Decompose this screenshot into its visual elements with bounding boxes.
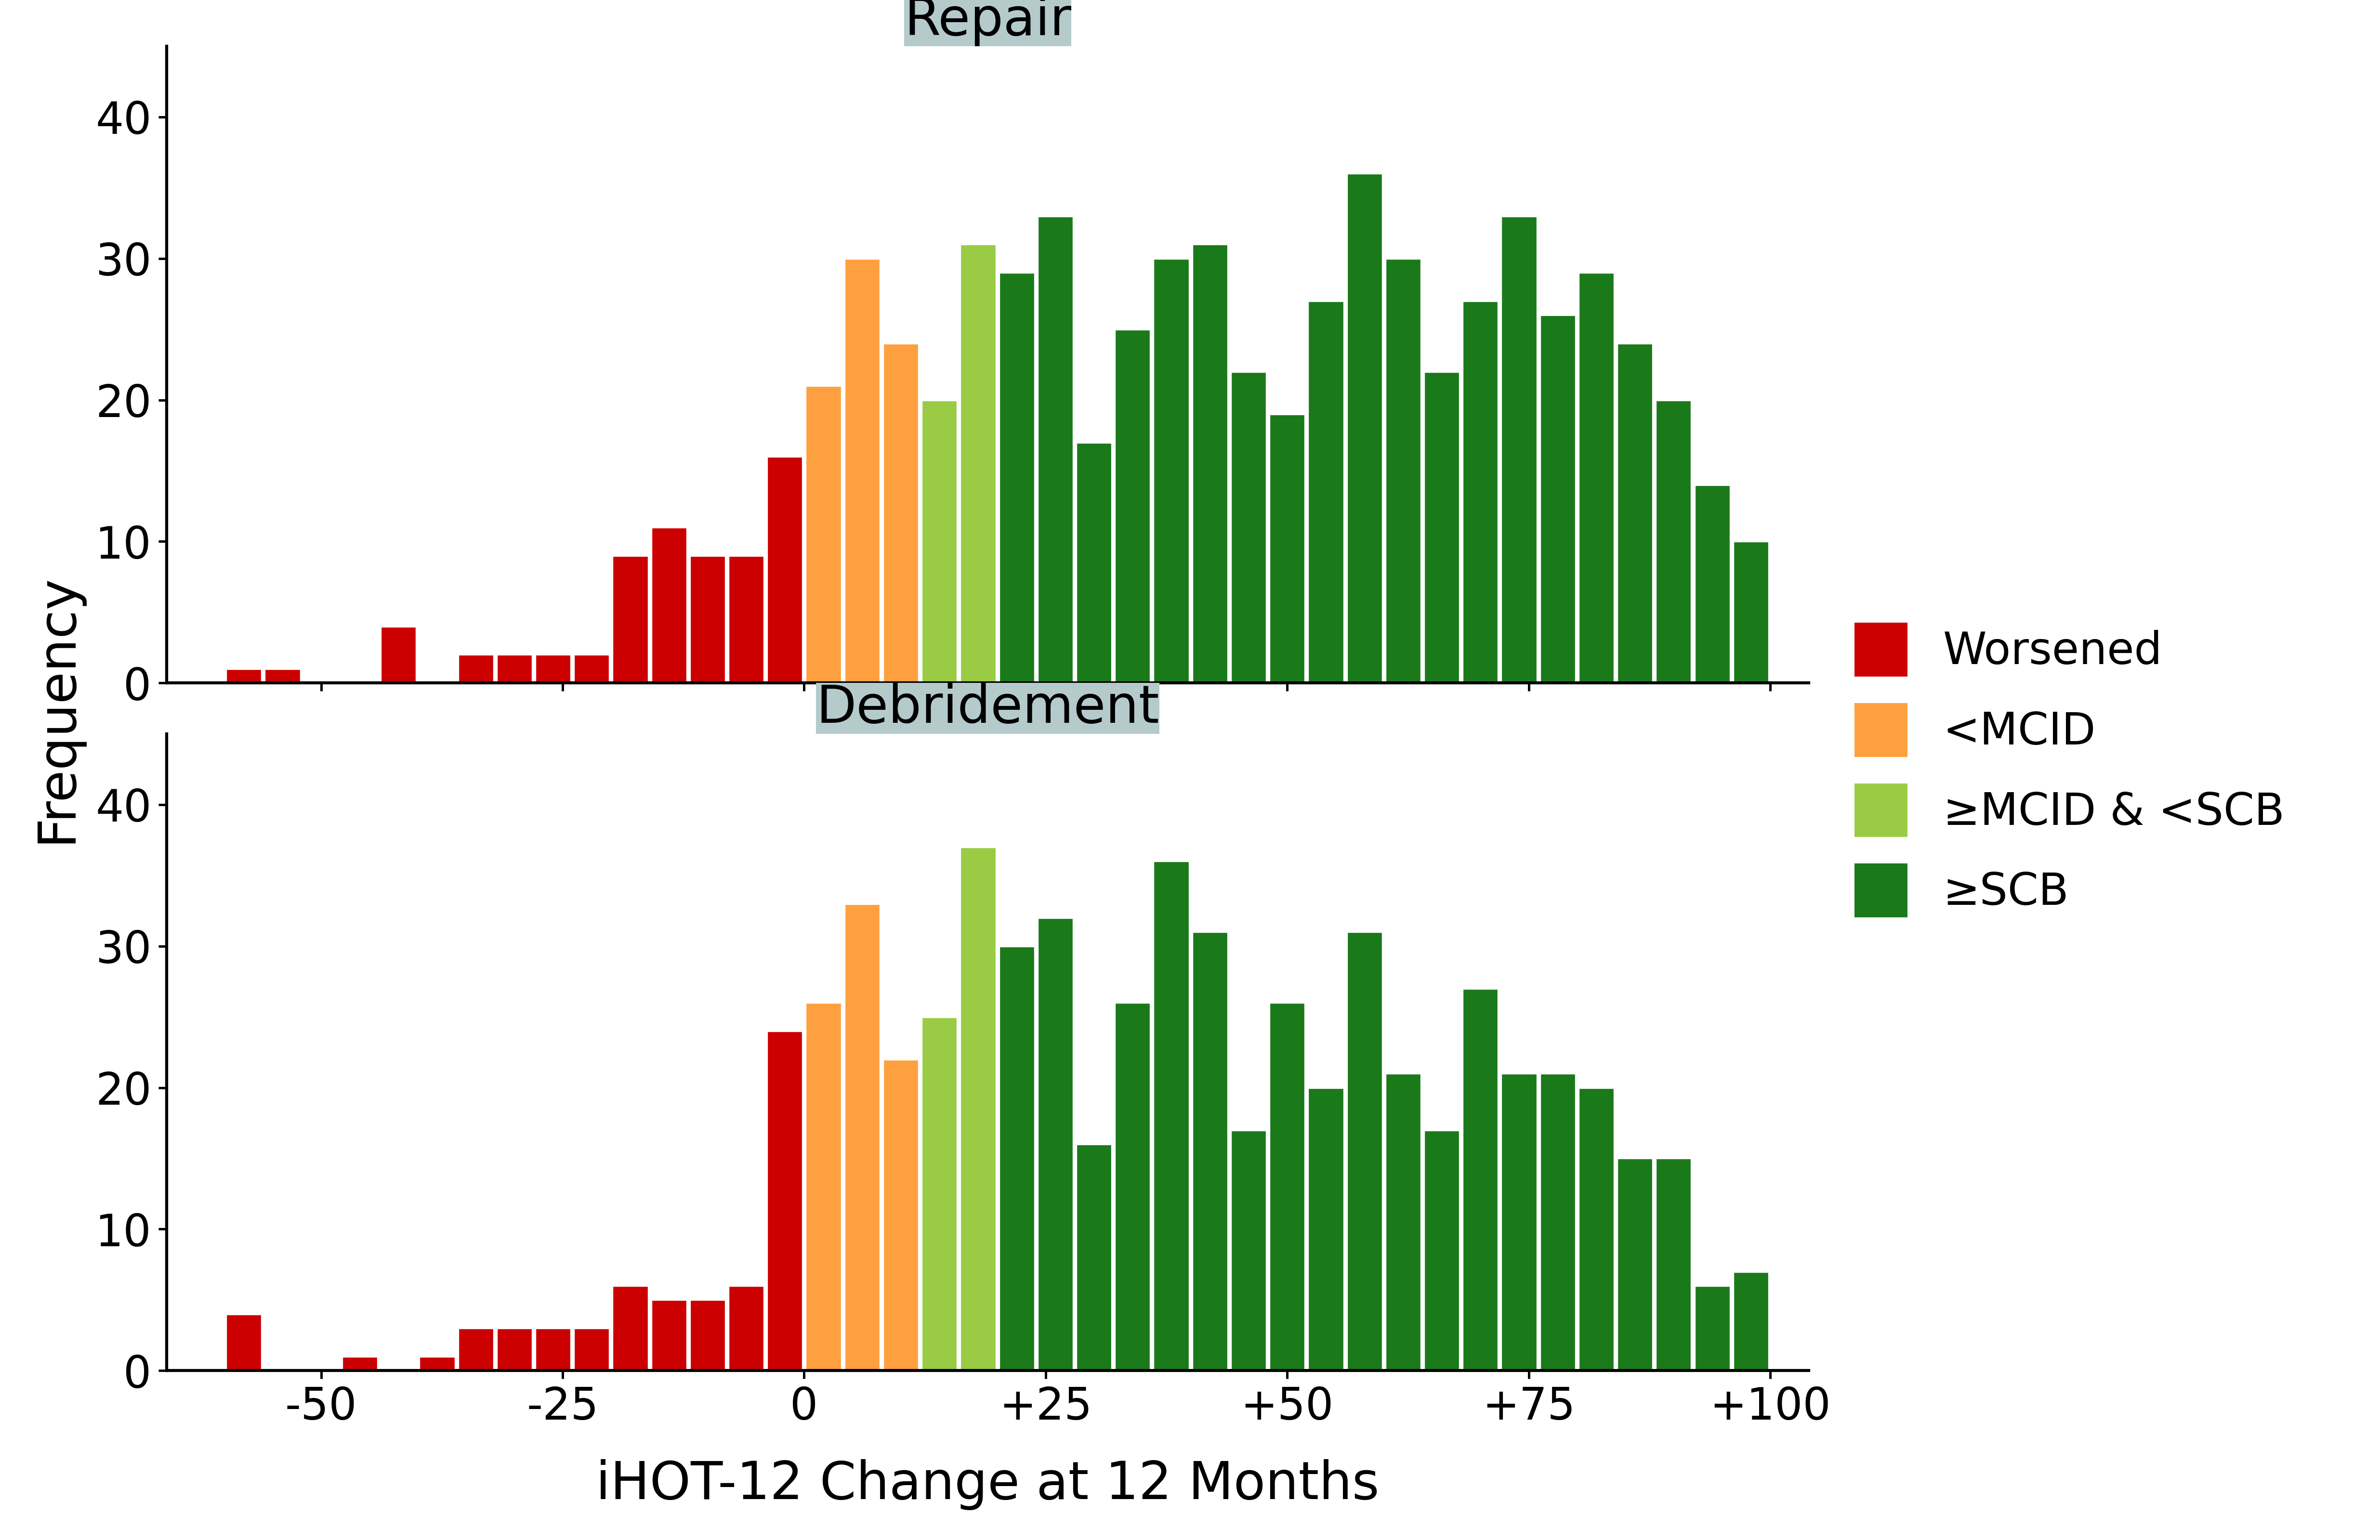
Bar: [959, 847, 995, 1371]
Bar: [728, 1286, 764, 1371]
Bar: [728, 556, 764, 682]
Bar: [1616, 1158, 1652, 1371]
Bar: [1540, 1073, 1576, 1371]
Bar: [1461, 989, 1499, 1371]
Bar: [1502, 1073, 1537, 1371]
Bar: [1656, 400, 1692, 682]
Bar: [1347, 932, 1383, 1371]
Bar: [690, 556, 726, 682]
Bar: [652, 1300, 688, 1371]
Bar: [690, 1300, 726, 1371]
Bar: [766, 1030, 802, 1371]
Bar: [1578, 1087, 1614, 1371]
Bar: [264, 668, 300, 682]
Bar: [226, 668, 262, 682]
Bar: [1656, 1158, 1692, 1371]
Bar: [845, 904, 881, 1371]
Bar: [921, 1016, 957, 1371]
Bar: [536, 1327, 571, 1371]
Bar: [1616, 343, 1652, 682]
Bar: [457, 1327, 493, 1371]
Bar: [612, 1286, 647, 1371]
Legend: Worsened, <MCID, ≥MCID & <SCB, ≥SCB: Worsened, <MCID, ≥MCID & <SCB, ≥SCB: [1854, 622, 2285, 918]
Bar: [1502, 216, 1537, 682]
Bar: [1038, 918, 1073, 1371]
Bar: [1385, 1073, 1421, 1371]
Bar: [883, 343, 919, 682]
Bar: [574, 654, 609, 682]
Bar: [1309, 1087, 1345, 1371]
Bar: [1385, 259, 1421, 682]
Bar: [1076, 1144, 1111, 1371]
Bar: [766, 456, 802, 682]
Bar: [612, 556, 647, 682]
Bar: [1423, 1130, 1459, 1371]
Bar: [1038, 216, 1073, 682]
Bar: [1578, 273, 1614, 682]
Text: Debridement: Debridement: [816, 682, 1159, 735]
Bar: [921, 400, 957, 682]
Text: Repair: Repair: [904, 0, 1071, 46]
Bar: [1154, 259, 1190, 682]
Text: Frequency: Frequency: [31, 573, 81, 844]
Bar: [497, 654, 533, 682]
Bar: [1540, 316, 1576, 682]
Bar: [1269, 1003, 1304, 1371]
Bar: [1309, 300, 1345, 682]
Bar: [1114, 1003, 1150, 1371]
X-axis label: iHOT-12 Change at 12 Months: iHOT-12 Change at 12 Months: [595, 1458, 1380, 1511]
Bar: [1192, 245, 1228, 682]
Bar: [1154, 861, 1190, 1371]
Bar: [652, 527, 688, 682]
Bar: [1192, 932, 1228, 1371]
Bar: [1733, 542, 1768, 682]
Bar: [1000, 946, 1035, 1371]
Bar: [1076, 442, 1111, 682]
Bar: [883, 1060, 919, 1371]
Bar: [1230, 371, 1266, 682]
Bar: [419, 1357, 455, 1371]
Bar: [804, 1003, 843, 1371]
Bar: [1423, 371, 1459, 682]
Bar: [497, 1327, 533, 1371]
Bar: [1230, 1130, 1266, 1371]
Bar: [804, 387, 843, 682]
Bar: [1000, 273, 1035, 682]
Bar: [1114, 330, 1150, 682]
Bar: [1461, 300, 1499, 682]
Bar: [1347, 174, 1383, 682]
Bar: [574, 1327, 609, 1371]
Bar: [343, 1357, 378, 1371]
Bar: [381, 627, 416, 682]
Bar: [1695, 485, 1730, 682]
Bar: [1733, 1272, 1768, 1371]
Bar: [845, 259, 881, 682]
Bar: [457, 654, 493, 682]
Bar: [226, 1314, 262, 1371]
Bar: [959, 245, 995, 682]
Bar: [1695, 1286, 1730, 1371]
Bar: [1269, 414, 1304, 682]
Bar: [536, 654, 571, 682]
